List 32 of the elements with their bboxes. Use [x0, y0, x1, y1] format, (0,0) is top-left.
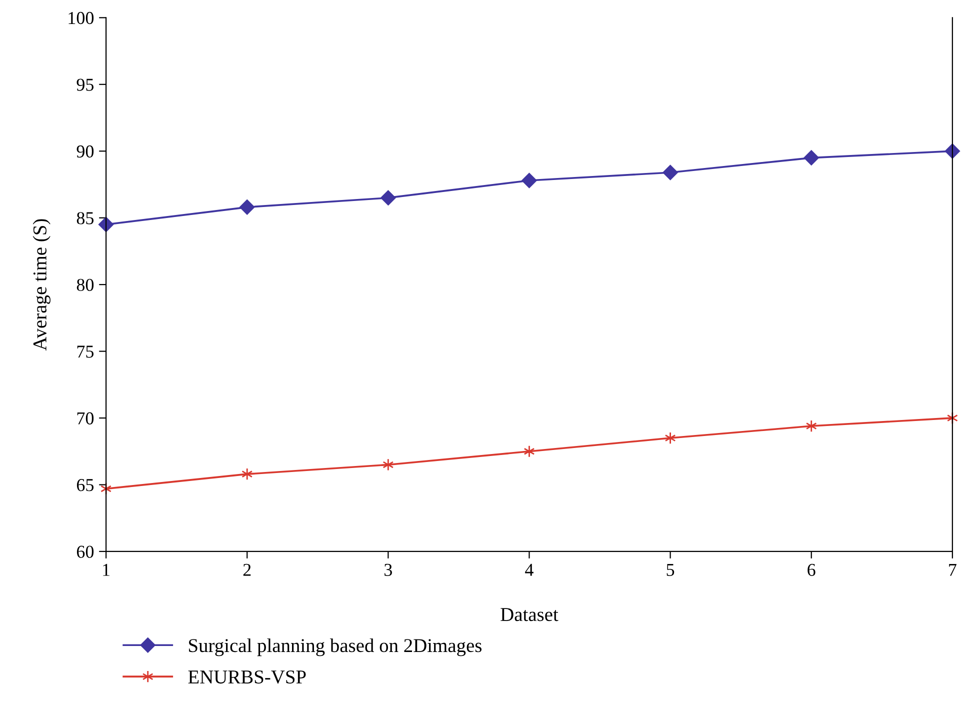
legend-label: Surgical planning based on 2Dimages — [189, 638, 482, 656]
point — [664, 432, 676, 444]
x-tick-label: 7 — [949, 564, 956, 576]
y-tick-label: 100 — [68, 12, 94, 24]
point — [242, 468, 253, 480]
point — [804, 150, 819, 166]
point — [662, 164, 678, 180]
point — [98, 216, 114, 232]
y-tick-label: 95 — [76, 78, 94, 91]
legend-label: ENURBS-VSP — [188, 670, 306, 684]
y-axis-title: Average time (S) — [32, 219, 50, 351]
point — [806, 420, 817, 432]
x-axis-title: Dataset — [500, 608, 558, 622]
y-tick-label: 80 — [76, 278, 94, 292]
y-tick-label: 85 — [76, 212, 94, 224]
y-tick-label: 60 — [76, 546, 94, 558]
point — [240, 200, 255, 215]
point — [522, 172, 537, 188]
x-tick-label: 3 — [384, 564, 392, 576]
point — [944, 144, 960, 159]
y-tick-label: 75 — [77, 346, 94, 358]
point — [382, 458, 394, 471]
x-tick-label: 4 — [525, 564, 534, 576]
x-tick-label: 1 — [103, 564, 110, 576]
y-tick-label: 90 — [76, 145, 94, 158]
x-tick-label: 2 — [243, 564, 251, 576]
point — [524, 445, 535, 458]
y-tick-label: 65 — [76, 479, 94, 492]
x-tick-label: 5 — [666, 564, 674, 576]
point — [380, 190, 396, 206]
x-tick-label: 6 — [808, 564, 816, 576]
y-tick-label: 70 — [77, 412, 94, 424]
